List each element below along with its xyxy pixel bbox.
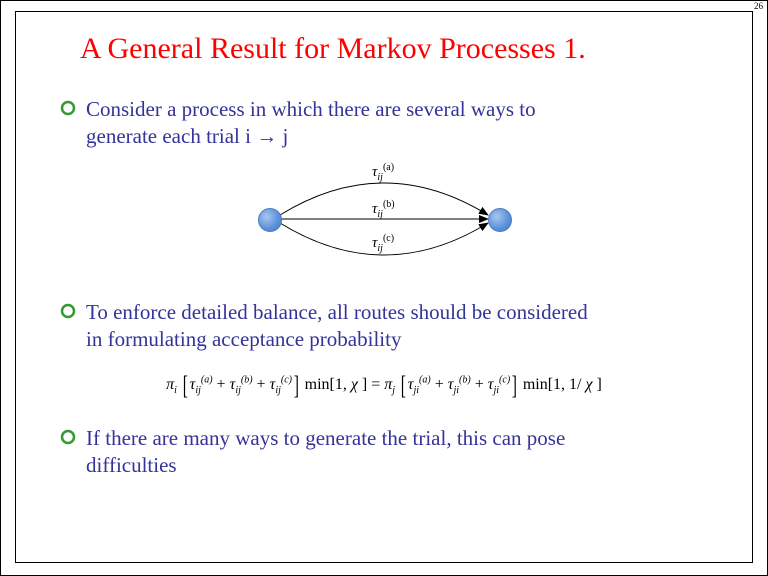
tau-label-a: τij(a) [372, 162, 394, 183]
slide-content: A General Result for Markov Processes 1.… [15, 11, 753, 563]
node-left [258, 208, 282, 232]
bullet-text: If there are many ways to generate the t… [86, 425, 708, 480]
node-right [488, 208, 512, 232]
diagram: τij(a) τij(b) τij(c) [60, 159, 708, 279]
bullet-text: To enforce detailed balance, all routes … [86, 299, 708, 354]
tau-label-b: τij(b) [372, 199, 395, 220]
bullet-item: Consider a process in which there are se… [60, 96, 708, 151]
arrow-icon: → [256, 124, 282, 148]
bullet-marker-icon [60, 100, 76, 116]
equation: πi [τij(a) + τij(b) + τij(c)] min[1, χ ]… [60, 371, 708, 401]
tau-label-c: τij(c) [372, 233, 394, 254]
bullet-item: If there are many ways to generate the t… [60, 425, 708, 480]
bullet-text: Consider a process in which there are se… [86, 96, 708, 151]
bullet-marker-icon [60, 303, 76, 319]
bullet-item: To enforce detailed balance, all routes … [60, 299, 708, 354]
slide-page: 26 A General Result for Markov Processes… [0, 0, 768, 576]
slide-title: A General Result for Markov Processes 1. [80, 32, 708, 66]
bullet-marker-icon [60, 429, 76, 445]
page-number: 26 [754, 1, 763, 11]
